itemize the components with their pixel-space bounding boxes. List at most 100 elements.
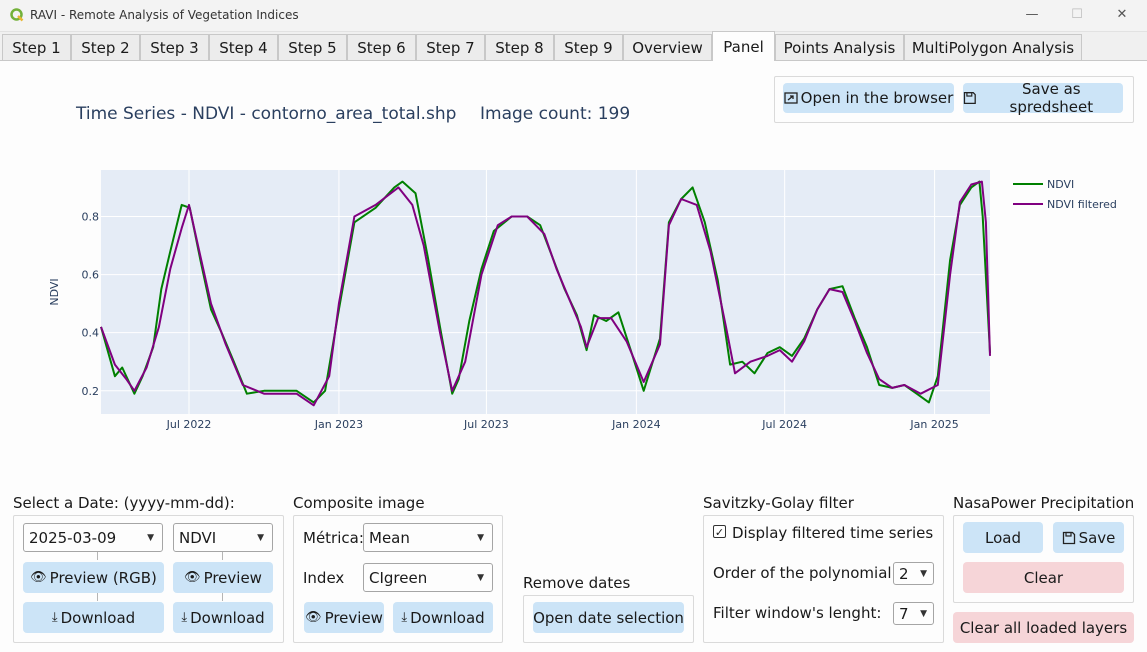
tab-step-5[interactable]: Step 5 (278, 34, 347, 60)
composite-download-label: Download (410, 608, 485, 627)
y-tick-label: 0.2 (82, 385, 100, 398)
chevron-down-icon: ▼ (257, 532, 264, 543)
chart-title: Time Series - NDVI - contorno_area_total… (76, 104, 457, 124)
series-line-ndvi-filtered (100, 180, 991, 407)
export-group (774, 76, 1134, 123)
save-spreadsheet-label: Save as spredsheet (1009, 80, 1094, 116)
date-value: 2025-03-09 (29, 528, 117, 547)
download-icon: ⤓ (181, 610, 188, 625)
nasapower-title: NasaPower Precipitation (953, 494, 1135, 512)
chevron-down-icon: ▼ (477, 532, 484, 543)
x-tick-label: Jan 2024 (611, 418, 660, 431)
composite-index-value: CIgreen (369, 568, 428, 587)
nasapower-group (953, 515, 1134, 603)
preview-rgb-button[interactable]: 👁 Preview (RGB) (23, 562, 164, 593)
date-combo[interactable]: 2025-03-09 ▼ (23, 523, 163, 552)
remove-dates-group (523, 595, 694, 643)
close-button[interactable]: ✕ (1116, 7, 1128, 22)
clear-all-layers-button[interactable]: Clear all loaded layers (953, 612, 1134, 643)
tab-overview[interactable]: Overview (623, 34, 712, 60)
preview-rgb-label: Preview (RGB) (49, 568, 157, 587)
window-label: Filter window's lenght: (713, 604, 882, 622)
order-combo[interactable]: 2 ▼ (893, 562, 934, 585)
eye-icon: 👁 (305, 610, 322, 625)
series-lines (100, 180, 991, 407)
tab-step-6[interactable]: Step 6 (347, 34, 416, 60)
metric-combo[interactable]: Mean ▼ (363, 523, 493, 552)
y-axis-label: NDVI (48, 278, 61, 305)
clear-precip-button[interactable]: Clear (963, 562, 1124, 593)
metric-label: Métrica: (303, 529, 364, 547)
tab-step-7[interactable]: Step 7 (416, 34, 485, 60)
qgis-logo-icon (10, 8, 24, 22)
composite-preview-label: Preview (324, 608, 383, 627)
filter-checkbox-label: Display filtered time series (732, 524, 934, 542)
savitzky-title: Savitzky-Golay filter (703, 494, 854, 512)
composite-index-combo[interactable]: CIgreen ▼ (363, 563, 493, 592)
open-date-selection-button[interactable]: Open date selection (533, 602, 684, 633)
legend-label: NDVI (1047, 178, 1074, 191)
composite-preview-button[interactable]: 👁 Preview (304, 602, 384, 633)
index-combo[interactable]: NDVI ▼ (173, 523, 273, 552)
chevron-down-icon: ▼ (920, 608, 927, 619)
x-axis-ticks: Jul 2022 Jan 2023 Jul 2023 Jan 2024 Jul 2024… (166, 418, 959, 431)
chevron-down-icon: ▼ (147, 532, 154, 543)
download-icon: ⤓ (401, 610, 408, 625)
tab-points-analysis[interactable]: Points Analysis (775, 34, 904, 60)
remove-dates-title: Remove dates (523, 574, 631, 592)
tab-step-1[interactable]: Step 1 (2, 34, 71, 60)
download-icon: ⤓ (51, 610, 58, 625)
chart-legend: NDVI NDVI filtered (1013, 178, 1117, 211)
eye-icon: 👁 (30, 570, 47, 585)
download-button[interactable]: ⤓ Download (23, 602, 164, 633)
tab-step-8[interactable]: Step 8 (485, 34, 554, 60)
chevron-down-icon: ▼ (920, 568, 927, 579)
composite-download-button[interactable]: ⤓ Download (393, 602, 493, 633)
y-axis-ticks: 0.2 0.4 0.6 0.8 (82, 210, 100, 397)
minimize-button[interactable]: — (1025, 7, 1039, 22)
save-precip-label: Save (1078, 528, 1116, 547)
tab-bar-line (0, 60, 1147, 61)
connector (222, 593, 223, 601)
savitzky-group (703, 515, 944, 643)
legend-label: NDVI filtered (1047, 198, 1117, 211)
grid-lines (101, 170, 990, 414)
download-index-button[interactable]: ⤓ Download (173, 602, 273, 633)
y-tick-label: 0.6 (82, 269, 100, 282)
tab-step-4[interactable]: Step 4 (209, 34, 278, 60)
window-value: 7 (899, 604, 909, 623)
y-tick-label: 0.8 (82, 210, 100, 223)
open-browser-button[interactable]: Open in the browser (783, 83, 954, 113)
browser-icon (784, 92, 798, 104)
image-count: Image count: 199 (480, 104, 631, 124)
save-precip-button[interactable]: Save (1053, 522, 1124, 553)
plot-area (101, 170, 990, 414)
save-icon (1062, 531, 1075, 544)
chevron-down-icon: ▼ (477, 572, 484, 583)
download-label: Download (60, 608, 136, 627)
tab-step-2[interactable]: Step 2 (71, 34, 140, 60)
load-precip-button[interactable]: Load (963, 522, 1043, 553)
window-combo[interactable]: 7 ▼ (893, 602, 934, 625)
composite-index-label: Index (303, 569, 345, 587)
ndvi-time-series-chart[interactable]: Jul 2022 Jan 2023 Jul 2023 Jan 2024 Jul 2024… (0, 61, 1147, 441)
eye-icon: 👁 (184, 570, 201, 585)
maximize-button[interactable]: ☐ (1071, 7, 1083, 22)
tab-step-3[interactable]: Step 3 (140, 34, 209, 60)
save-icon (963, 92, 976, 104)
x-tick-label: Jul 2023 (463, 418, 509, 431)
preview-button[interactable]: 👁 Preview (173, 562, 273, 593)
download-index-label: Download (190, 608, 265, 627)
tab-step-9[interactable]: Step 9 (554, 34, 623, 60)
composite-group (293, 515, 503, 643)
tab-multipolygon-analysis[interactable]: MultiPolygon Analysis (904, 34, 1082, 60)
save-spreadsheet-button[interactable]: Save as spredsheet (963, 80, 1123, 116)
connector (97, 552, 98, 560)
preview-label: Preview (203, 568, 262, 587)
filter-checkbox[interactable]: ✓ (713, 525, 726, 539)
tab-panel[interactable]: Panel (712, 31, 775, 61)
index-value: NDVI (179, 528, 217, 547)
y-tick-label: 0.4 (82, 327, 100, 340)
window-title: RAVI - Remote Analysis of Vegetation Ind… (30, 8, 299, 22)
date-section-title: Select a Date: (yyyy-mm-dd): (13, 494, 235, 512)
